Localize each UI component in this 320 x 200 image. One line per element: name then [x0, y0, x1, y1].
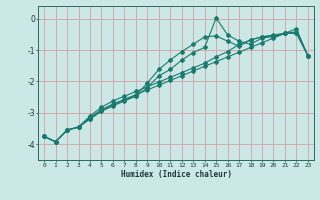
X-axis label: Humidex (Indice chaleur): Humidex (Indice chaleur): [121, 170, 231, 179]
